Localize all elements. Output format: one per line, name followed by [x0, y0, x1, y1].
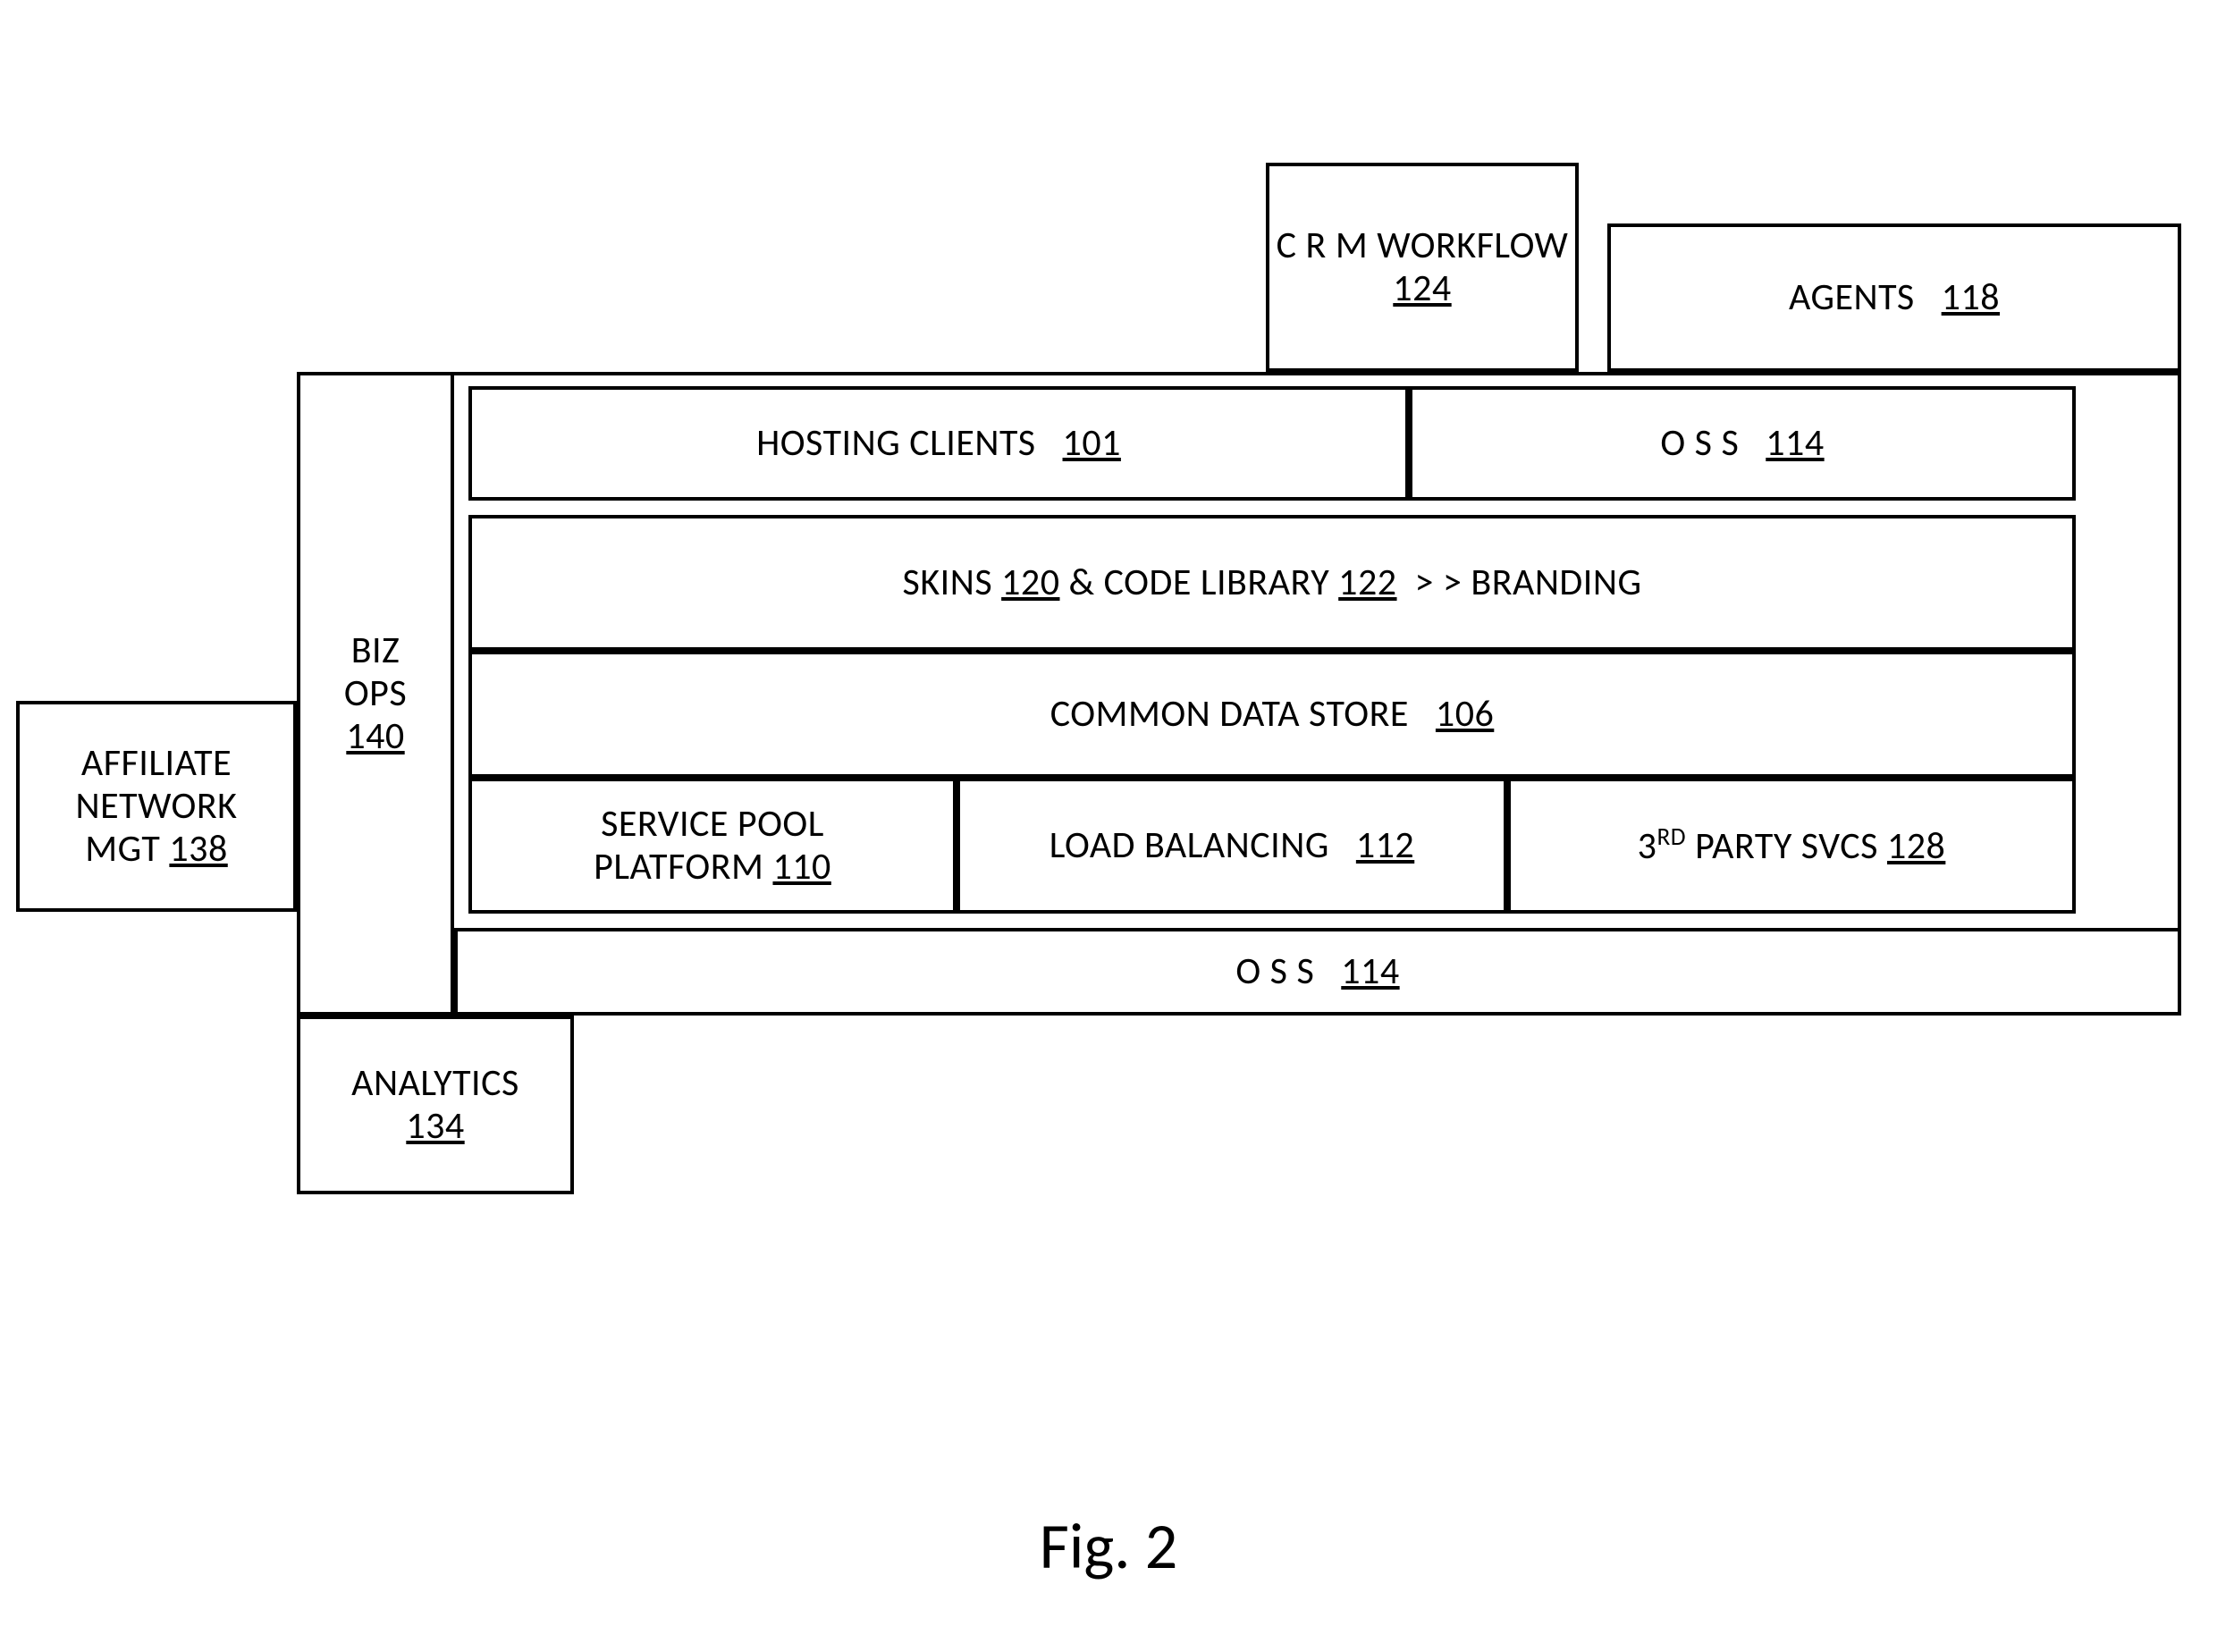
skins-label: SKINS 120 & CODE LIBRARY 122 > > BRANDIN…	[903, 561, 1642, 604]
agents-label: AGENTS	[1789, 274, 1915, 320]
svc-pool-ref: 110	[772, 844, 830, 889]
analytics-ref: 134	[406, 1103, 464, 1149]
cds-ref: 106	[1436, 691, 1494, 737]
oss-top-ref: 114	[1766, 420, 1824, 466]
crm-ref: 124	[1393, 266, 1451, 311]
crm-label-line1: C R M WORKFLOW	[1277, 223, 1569, 268]
loadbal-label: LOAD BALANCING	[1049, 822, 1329, 868]
node-oss-bottom: O S S 114	[454, 928, 2181, 1016]
third-party-label: 3RD PARTY SVCS 128	[1638, 823, 1946, 868]
node-third-party-svcs: 3RD PARTY SVCS 128	[1507, 778, 2076, 914]
node-crm-workflow: C R M WORKFLOW 124	[1266, 163, 1579, 372]
oss-top-label: O S S	[1660, 420, 1739, 466]
oss-bot-label: O S S	[1235, 948, 1314, 994]
hosting-label: HOSTING CLIENTS	[756, 420, 1035, 466]
node-hosting-clients: HOSTING CLIENTS 101	[468, 386, 1409, 501]
node-biz-ops: BIZOPS 140	[297, 372, 454, 1016]
node-affiliate-network-mgt: AFFILIATENETWORKMGT 138	[16, 701, 297, 912]
loadbal-ref: 112	[1356, 822, 1414, 868]
diagram-stage: C R M WORKFLOW 124 AGENTS 118 BIZOPS 140…	[0, 0, 2217, 1652]
figure-caption: Fig. 2	[0, 1502, 2217, 1591]
agents-ref: 118	[1942, 274, 2000, 320]
figure-caption-text: Fig. 2	[1040, 1510, 1177, 1584]
node-service-pool: SERVICE POOLPLATFORM 110	[468, 778, 957, 914]
bizops-ref: 140	[346, 713, 404, 759]
analytics-label: ANALYTICS	[351, 1060, 519, 1106]
hosting-ref: 101	[1063, 420, 1121, 466]
node-agents: AGENTS 118	[1607, 223, 2181, 372]
node-common-data-store: COMMON DATA STORE 106	[468, 651, 2076, 778]
node-load-balancing: LOAD BALANCING 112	[957, 778, 1507, 914]
node-analytics: ANALYTICS 134	[297, 1016, 574, 1194]
affiliate-ref: 138	[169, 826, 227, 872]
node-oss-top: O S S 114	[1409, 386, 2076, 501]
oss-bot-ref: 114	[1341, 948, 1399, 994]
node-skins-branding: SKINS 120 & CODE LIBRARY 122 > > BRANDIN…	[468, 515, 2076, 651]
cds-label: COMMON DATA STORE	[1050, 691, 1409, 737]
